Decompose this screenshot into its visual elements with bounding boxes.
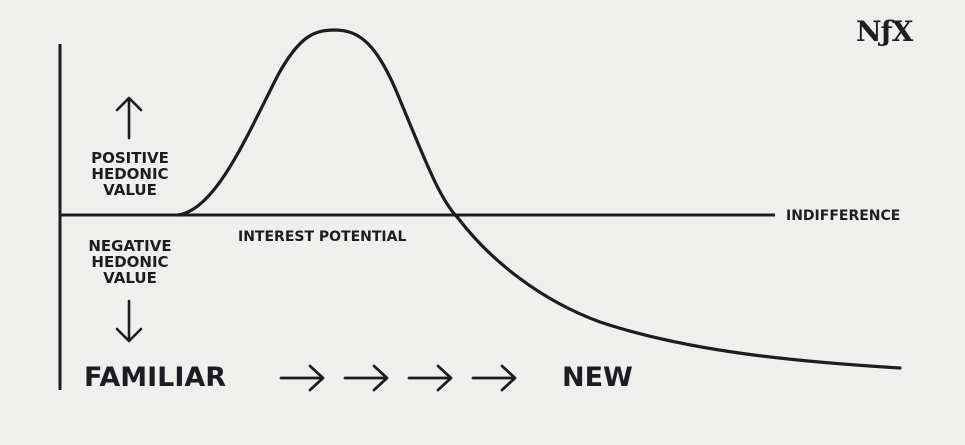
up-arrow-icon: [115, 96, 143, 140]
negative-hedonic-label: NEGATIVE HEDONIC VALUE: [88, 237, 172, 287]
nfx-logo: NƒX: [856, 15, 913, 48]
progression-arrows: [279, 364, 517, 392]
right-arrow-icon: [471, 364, 517, 392]
right-arrow-icon: [407, 364, 453, 392]
right-arrow-icon: [343, 364, 389, 392]
new-label: NEW: [562, 362, 633, 393]
interest-potential-label: INTEREST POTENTIAL: [238, 229, 407, 245]
indifference-label: INDIFFERENCE: [786, 208, 901, 224]
down-arrow-icon: [115, 299, 143, 343]
right-arrow-icon: [279, 364, 325, 392]
hedonic-curve: [176, 28, 902, 370]
familiar-label: FAMILIAR: [84, 362, 227, 393]
positive-hedonic-label: POSITIVE HEDONIC VALUE: [91, 149, 169, 199]
